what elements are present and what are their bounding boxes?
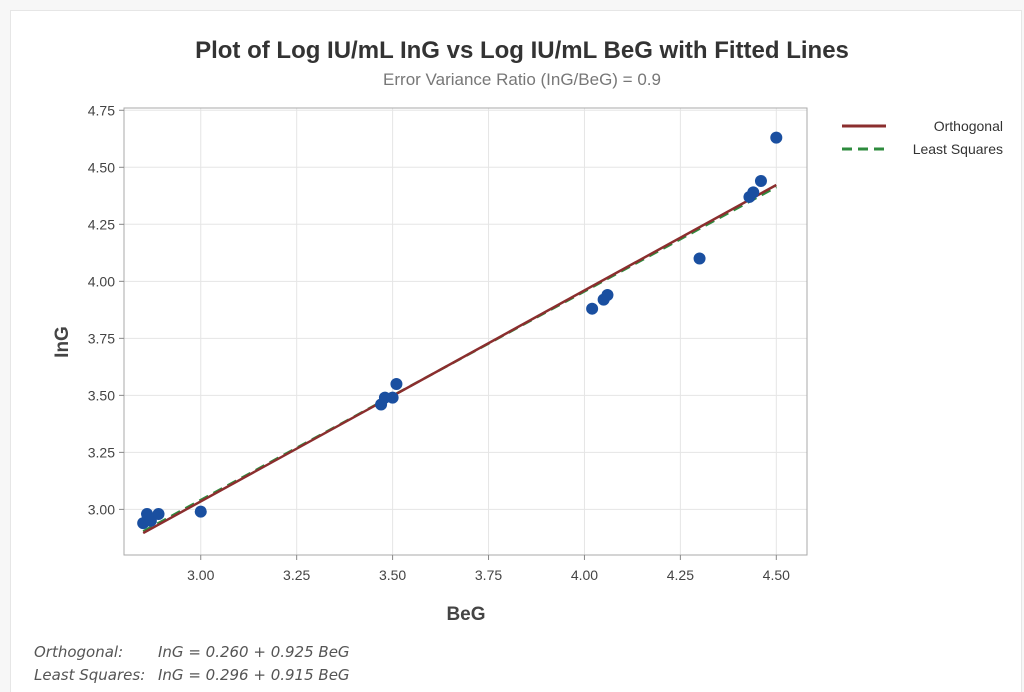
data-point [754, 174, 767, 187]
data-point [747, 186, 760, 199]
chart-title: Plot of Log IU/mL InG vs Log IU/mL BeG w… [195, 37, 849, 64]
y-tick-label: 3.25 [88, 444, 115, 460]
data-point [386, 391, 399, 404]
y-tick-label: 4.75 [88, 102, 115, 118]
data-point [144, 514, 157, 527]
x-tick-label: 4.00 [571, 567, 598, 583]
grid [124, 108, 807, 555]
y-tick-label: 4.00 [88, 273, 115, 289]
x-tick-label: 4.25 [667, 567, 694, 583]
y-tick-label: 3.00 [88, 501, 115, 517]
legend: Orthogonal Least Squares [842, 118, 1003, 157]
data-point [390, 377, 403, 390]
y-axis-title: InG [52, 326, 73, 358]
plot-area-frame [123, 107, 808, 556]
data-point [601, 289, 614, 302]
y-tick-label: 4.50 [88, 159, 115, 175]
data-point [194, 505, 207, 518]
fitted-lines [142, 183, 777, 535]
x-tick-label: 3.50 [379, 567, 406, 583]
equation-formula: InG = 0.296 + 0.915 BeG [158, 666, 350, 684]
data-point [152, 507, 165, 520]
chart-panel [10, 10, 1022, 692]
equation-label: Orthogonal: [34, 643, 124, 661]
x-axis-title: BeG [446, 604, 485, 625]
x-tick-label: 3.25 [283, 567, 310, 583]
equations-block: Orthogonal: InG = 0.260 + 0.925 BeG Least… [34, 641, 350, 687]
legend-label-least-squares: Least Squares [913, 141, 1003, 157]
equation-label: Least Squares: [34, 666, 146, 684]
x-tick-label: 3.00 [187, 567, 214, 583]
equation-row-least-squares: Least Squares: InG = 0.296 + 0.915 BeG [34, 664, 350, 687]
x-tick-label: 4.50 [763, 567, 790, 583]
data-point [770, 131, 783, 144]
data-points [137, 131, 783, 530]
equation-formula: InG = 0.260 + 0.925 BeG [158, 643, 350, 661]
chart-subtitle: Error Variance Ratio (InG/BeG) = 0.9 [383, 70, 661, 89]
y-axis-ticks: 3.00 3.25 3.50 3.75 4.00 4.25 4.50 4.75 [88, 102, 124, 517]
y-tick-label: 3.50 [88, 387, 115, 403]
x-axis-ticks: 3.00 3.25 3.50 3.75 4.00 4.25 4.50 [187, 555, 790, 583]
legend-label-orthogonal: Orthogonal [934, 118, 1003, 134]
data-point [586, 302, 599, 315]
fitted-line-orthogonal [142, 183, 777, 535]
y-tick-label: 3.75 [88, 330, 115, 346]
data-point [693, 252, 706, 265]
x-tick-label: 3.75 [475, 567, 502, 583]
equation-row-orthogonal: Orthogonal: InG = 0.260 + 0.925 BeG [34, 641, 350, 664]
scatter-chart: Plot of Log IU/mL InG vs Log IU/mL BeG w… [52, 37, 1003, 625]
y-tick-label: 4.25 [88, 216, 115, 232]
